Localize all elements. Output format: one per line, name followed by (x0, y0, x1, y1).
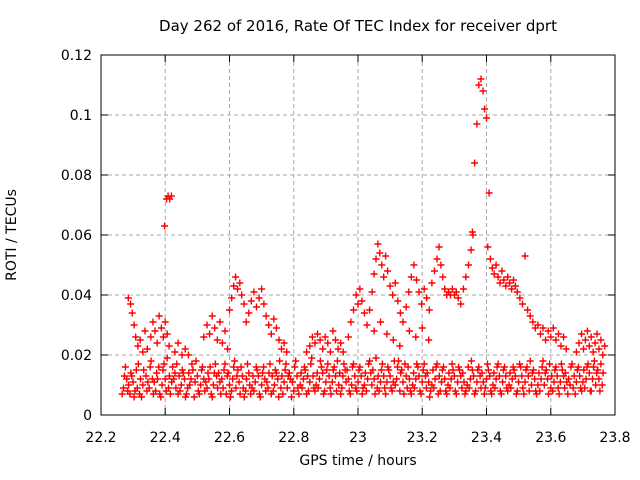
x-tick-label: 22.4 (150, 430, 181, 446)
x-tick-label: 23.8 (599, 430, 630, 446)
x-tick-label: 23.6 (535, 430, 566, 446)
x-tick-labels: 22.2 22.4 22.6 22.8 23 23.2 23.4 23.6 23.8 (85, 430, 630, 446)
x-tick-label: 22.8 (278, 430, 309, 446)
scatter-points (118, 75, 609, 401)
y-axis-label: ROTI / TECUs (4, 189, 20, 281)
x-tick-label: 22.2 (85, 430, 116, 446)
y-tick-label: 0.12 (61, 48, 92, 64)
x-axis-label: GPS time / hours (299, 453, 416, 469)
y-tick-label: 0.06 (61, 228, 92, 244)
chart-title: Day 262 of 2016, Rate Of TEC Index for r… (159, 17, 557, 35)
y-tick-labels: 0 0.02 0.04 0.06 0.08 0.1 0.12 (61, 48, 92, 424)
x-tick-label: 23.2 (407, 430, 438, 446)
axis-ticks (100, 54, 616, 416)
y-tick-label: 0.04 (61, 288, 92, 304)
y-tick-label: 0 (83, 408, 92, 424)
y-tick-label: 0.02 (61, 348, 92, 364)
x-tick-label: 23 (349, 430, 367, 446)
x-tick-label: 23.4 (471, 430, 502, 446)
y-tick-label: 0.08 (61, 168, 92, 184)
y-tick-label: 0.1 (70, 108, 92, 124)
x-tick-label: 22.6 (214, 430, 245, 446)
